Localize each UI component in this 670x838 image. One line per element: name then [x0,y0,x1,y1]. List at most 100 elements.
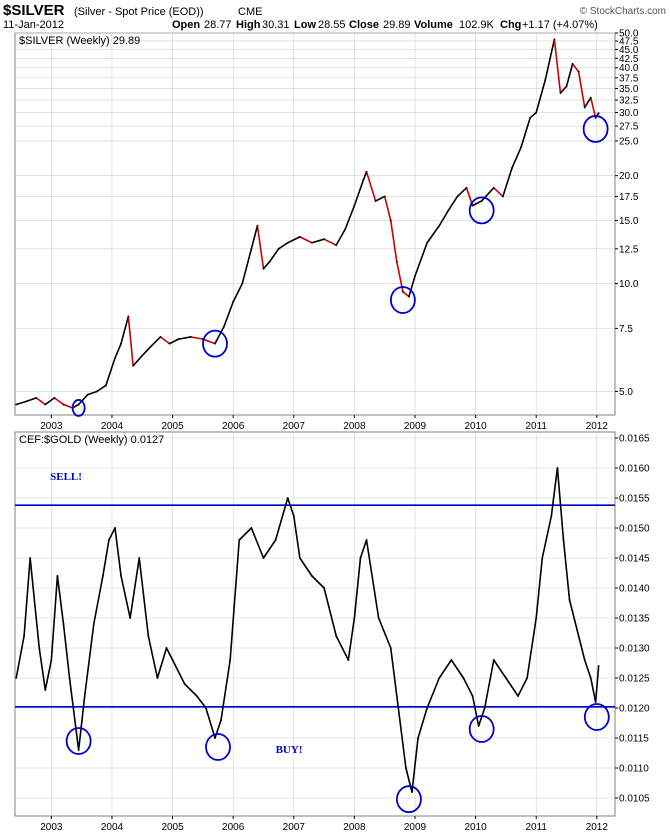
highlight-circle [65,727,92,755]
data-point [541,557,544,559]
x-tick-label: 2012 [586,421,609,432]
series-segment [568,599,580,637]
series-segment [589,96,597,119]
data-point [132,364,135,367]
y-tick-label: 0.0130 [619,644,650,655]
y-tick-label: 0.0140 [619,584,650,595]
chg-value: +1.17 (+4.07%) [522,19,598,31]
y-tick-label: 47.5 [619,36,639,47]
series-segment [541,515,553,559]
x-tick-label: 2011 [525,822,547,833]
series-segment [550,467,559,517]
data-point [535,617,538,619]
data-point [395,260,398,263]
series-segment [553,38,562,94]
high-value: 30.31 [262,19,290,31]
series-segment [402,290,410,298]
data-point [277,247,280,250]
series-segment [480,187,495,202]
series-segment [23,557,31,637]
series-segment [583,96,592,109]
data-point [405,767,407,769]
data-point [492,186,495,189]
series-segment [53,397,65,406]
data-point [114,527,116,529]
series-segment [108,527,116,541]
data-point [335,635,338,637]
series-segment [238,527,253,541]
data-point [92,623,95,625]
series-segment [74,725,80,751]
series-segment [205,707,216,739]
series-segment [171,659,186,685]
series-segment [577,635,586,661]
highlight-circle [205,733,231,761]
data-point [389,647,392,649]
data-point [177,338,180,341]
data-point [323,587,325,589]
series-segment [62,403,74,409]
data-point [529,116,532,119]
series-segment [15,635,25,679]
series-segment [414,241,428,277]
chart-symbol: $SILVER [3,2,65,19]
data-point [565,85,568,88]
data-point [347,659,350,661]
data-point [232,300,235,303]
x-tick-label: 2006 [222,822,245,833]
data-point [262,267,265,270]
data-point [589,96,592,99]
data-point [129,617,132,619]
y-tick-label: 20.0 [619,171,639,182]
data-point [26,400,29,403]
series-segment [589,677,597,703]
series-segment [56,575,65,625]
series-segment [559,85,568,94]
series-segment [583,659,592,679]
data-point [477,725,480,727]
series-segment [177,336,192,340]
x-tick-label: 2012 [586,822,609,833]
data-point [29,557,32,559]
highlight-circle [582,115,609,143]
silver-price-panel: 5.0 7.5 10.0 12.5 15.0 17.5 20.0 25.0 27.5 30.032… [14,29,639,432]
y-tick-label: 10.0 [619,279,639,290]
data-point [50,659,53,661]
y-tick-label: 5.0 [619,387,633,398]
series-segment [577,70,586,109]
data-point [353,204,356,207]
series-segment [299,236,313,244]
data-point [229,659,232,661]
series-segment [311,238,325,244]
y-tick-label: 37.5 [619,73,639,84]
data-point [262,557,265,559]
y-tick-label: 0.0135 [619,614,650,625]
data-point [62,623,65,625]
series-segment [62,623,71,679]
close-label: Close [349,19,379,31]
data-point [256,224,259,227]
data-point [401,290,404,293]
series-segment [299,557,313,577]
series-segment [292,515,301,559]
series-segment [38,647,47,691]
data-point [77,749,80,751]
y-tick-label: 42.5 [619,54,639,65]
series-segment [492,659,507,679]
series-segment [353,557,362,619]
data-point [241,282,244,285]
series-segment [477,707,486,727]
data-point [141,354,144,357]
data-point [374,200,377,202]
cef-gold-ratio-panel: SELL! BUY! 0.0105 0.0110 0.0115 0.0120 0.0125… [14,431,650,833]
series-segment [471,695,480,727]
data-point [205,707,207,709]
series-segment [232,282,244,303]
data-point [44,689,47,691]
data-point [511,167,513,169]
x-tick-label: 2010 [464,822,487,833]
x-tick-label: 2007 [283,421,306,432]
series-segment [492,187,504,198]
series-segment [268,248,280,263]
y-tick-label: 40.0 [619,63,639,74]
